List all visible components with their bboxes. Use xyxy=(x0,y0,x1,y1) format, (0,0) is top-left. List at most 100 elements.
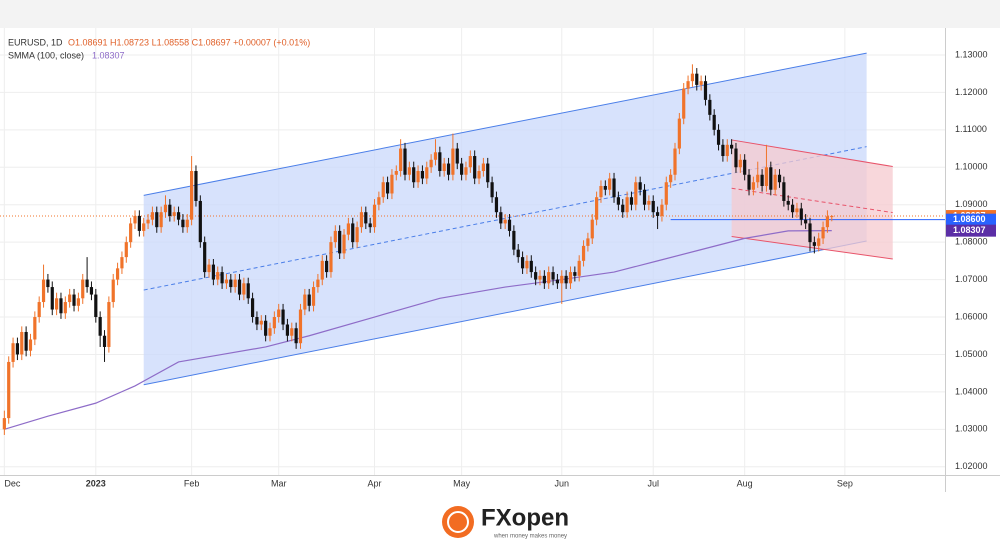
channel-lower xyxy=(731,236,893,260)
candle-body xyxy=(538,275,542,280)
candle-body xyxy=(159,212,163,228)
candle-body xyxy=(756,174,760,183)
y-tick-label: 1.10000 xyxy=(955,162,988,172)
candle-body xyxy=(669,174,673,183)
candle-body xyxy=(137,215,141,231)
candle-body xyxy=(786,200,790,205)
candle-body xyxy=(560,275,564,284)
candle-body xyxy=(41,279,46,303)
candle-body xyxy=(712,114,716,130)
candle-body xyxy=(28,339,33,351)
candle-body xyxy=(551,272,555,280)
candle-body xyxy=(564,275,568,284)
candle-body xyxy=(268,328,272,336)
candle-body xyxy=(246,283,250,299)
candle-body xyxy=(516,249,520,258)
candle-body xyxy=(133,215,137,224)
candle-body xyxy=(181,219,185,228)
candle-body xyxy=(76,298,80,306)
candle-body xyxy=(568,272,573,284)
candle-body xyxy=(464,167,468,175)
logo-icon xyxy=(442,506,474,538)
candle-body xyxy=(812,242,816,246)
candle-body xyxy=(664,182,668,205)
candle-body xyxy=(686,81,690,89)
y-tick-label: 1.03000 xyxy=(955,424,988,434)
candle-body xyxy=(429,159,433,168)
candle-body xyxy=(94,294,98,318)
candle-body xyxy=(468,156,472,168)
candle-body xyxy=(207,264,211,273)
candle-body xyxy=(416,171,420,183)
candle-body xyxy=(777,174,782,183)
candle-body xyxy=(272,317,276,329)
price-label: 1.08600 xyxy=(953,214,986,224)
candle-body xyxy=(346,223,350,235)
candle-body xyxy=(85,279,89,288)
candle-body xyxy=(612,178,616,198)
candle-body xyxy=(534,272,538,280)
candle-body xyxy=(412,167,416,183)
candle-body xyxy=(625,197,629,213)
candle-body xyxy=(477,171,481,179)
candle-body xyxy=(24,331,28,351)
candle-body xyxy=(525,260,529,269)
candle-body xyxy=(224,279,229,284)
candle-body xyxy=(81,279,85,299)
candle-body xyxy=(647,200,651,205)
indicator-name: SMMA (100, close) xyxy=(8,50,84,60)
x-tick-label: Sep xyxy=(837,478,853,488)
candle-body xyxy=(547,272,551,284)
y-tick-label: 1.02000 xyxy=(955,461,988,471)
candle-body xyxy=(237,279,242,295)
candle-body xyxy=(651,200,655,213)
candle-body xyxy=(764,167,769,186)
candle-body xyxy=(229,279,233,288)
candle-body xyxy=(830,216,834,218)
candle-body xyxy=(307,294,311,306)
candle-body xyxy=(586,238,590,246)
channel-lower xyxy=(143,240,867,386)
candle-body xyxy=(150,212,155,220)
candle-body xyxy=(359,212,364,228)
candle-body xyxy=(442,163,446,172)
candle-body xyxy=(760,174,764,186)
candle-body xyxy=(333,230,337,243)
candle-body xyxy=(795,208,799,213)
y-tick-label: 1.13000 xyxy=(955,49,988,59)
candle-body xyxy=(372,204,377,228)
candle-body xyxy=(294,328,298,344)
x-tick-label: Mar xyxy=(271,478,287,488)
candle-body xyxy=(799,208,803,220)
candle-body xyxy=(342,234,346,254)
candle-body xyxy=(242,283,246,295)
candle-body xyxy=(124,242,128,258)
candle-body xyxy=(20,331,24,355)
candle-body xyxy=(377,197,381,205)
candle-body xyxy=(190,171,194,220)
candle-body xyxy=(129,223,133,243)
logo-icon-ring xyxy=(447,511,469,533)
candle-body xyxy=(403,148,407,175)
candle-body xyxy=(329,242,333,273)
candle-body xyxy=(216,272,220,280)
candle-body xyxy=(2,418,6,430)
candle-body xyxy=(420,171,425,179)
candle-body xyxy=(15,343,20,355)
candle-body xyxy=(163,204,168,213)
candle-body xyxy=(699,81,703,85)
candle-body xyxy=(115,268,120,280)
candle-body xyxy=(590,219,594,239)
candle-body xyxy=(708,99,712,115)
candle-body xyxy=(520,257,525,269)
candle-body xyxy=(695,73,699,85)
candle-body xyxy=(98,317,102,336)
candle-body xyxy=(730,144,734,149)
candle-body xyxy=(381,182,385,198)
candle-body xyxy=(176,212,181,220)
candle-body xyxy=(743,159,747,175)
candle-body xyxy=(394,171,398,175)
candle-body xyxy=(529,260,533,273)
candle-body xyxy=(621,204,625,213)
y-tick-label: 1.04000 xyxy=(955,386,988,396)
